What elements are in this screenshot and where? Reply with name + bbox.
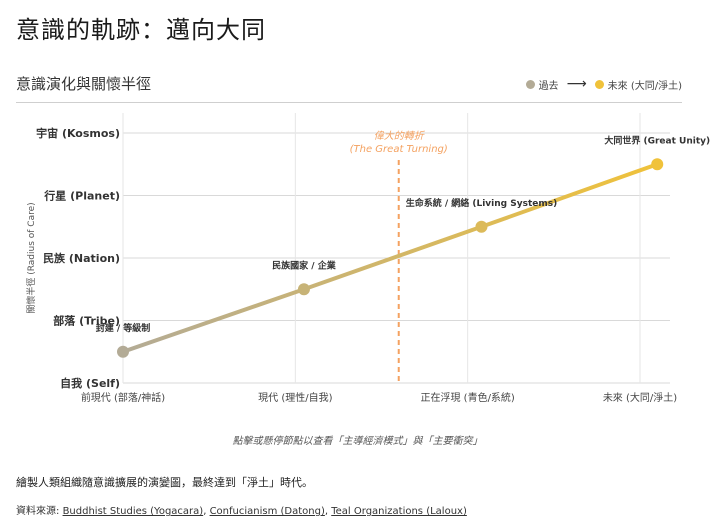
legend-item-past: 過去 <box>525 77 559 92</box>
sources-line: 資料來源: Buddhist Studies (Yogacara), Confu… <box>16 502 467 517</box>
source-link-teal[interactable]: Teal Organizations (Laloux) <box>331 506 467 517</box>
axis-labels: 自我 (Self) 部落 (Tribe) 民族 (Nation) 行星 (Planet… <box>25 126 677 404</box>
interaction-hint: 點擊或懸停節點以查看「主導經濟模式」與「主要衝突」 <box>232 436 483 447</box>
y-tick-label: 民族 (Nation) <box>43 251 120 265</box>
trajectory-line <box>121 162 660 354</box>
y-tick-label: 部落 (Tribe) <box>53 314 120 328</box>
y-tick-label: 行星 (Planet) <box>43 189 120 203</box>
trajectory-node[interactable] <box>475 220 488 233</box>
chart-title: 意識演化與關懷半徑 <box>16 75 152 93</box>
y-tick-label: 自我 (Self) <box>60 376 120 390</box>
legend-dot-past <box>525 79 535 89</box>
node-label: 封建 / 等級制 <box>96 322 151 334</box>
trajectory-series <box>117 158 664 358</box>
great-turning-label: 偉大的轉折 <box>374 130 426 142</box>
trajectory-node[interactable] <box>297 283 310 296</box>
great-turning-annotation: 偉大的轉折 (The Great Turning) <box>350 130 448 383</box>
legend-arrow-icon: ⟶ <box>566 76 587 92</box>
y-axis-title: 關懷半徑 (Radius of Care) <box>25 202 37 313</box>
node-label: 大同世界 (Great Unity) <box>604 134 710 146</box>
x-tick-label: 未來 (大同/淨土) <box>603 391 677 404</box>
great-turning-sublabel: (The Great Turning) <box>350 144 448 155</box>
trajectory-node[interactable] <box>117 345 129 358</box>
x-tick-label: 前現代 (部落/神話) <box>81 391 165 404</box>
x-tick-label: 正在浮現 (青色/系統) <box>420 391 514 404</box>
node-label: 民族國家 / 企業 <box>272 259 337 271</box>
sources-separator: , <box>203 506 210 517</box>
legend-item-future: 未來 (大同/淨土) <box>594 77 682 92</box>
source-link-confucianism[interactable]: Confucianism (Datong) <box>209 506 325 517</box>
node-label: 生命系統 / 網絡 (Living Systems) <box>406 197 558 209</box>
page-title: 意識的軌跡：邁向大同 <box>16 16 266 44</box>
legend-label-future: 未來 (大同/淨土) <box>607 80 682 92</box>
point-labels: 封建 / 等級制 民族國家 / 企業 生命系統 / 網絡 (Living Syste… <box>96 134 710 334</box>
chart-legend: 過去 ⟶ 未來 (大同/淨土) <box>525 76 682 92</box>
sources-prefix: 資料來源: <box>16 506 63 517</box>
trajectory-node[interactable] <box>651 158 664 171</box>
chart-plot: 自我 (Self) 部落 (Tribe) 民族 (Nation) 行星 (Planet… <box>25 113 710 404</box>
chart-description: 繪製人類組織隨意識擴展的演變圖，最終達到「淨土」時代。 <box>16 476 313 489</box>
legend-label-past: 過去 <box>538 80 559 92</box>
x-tick-label: 現代 (理性/自我) <box>258 391 332 404</box>
y-tick-label: 宇宙 (Kosmos) <box>36 126 120 140</box>
legend-dot-future <box>594 79 604 89</box>
source-link-buddhist[interactable]: Buddhist Studies (Yogacara) <box>62 506 204 517</box>
chart-header: 意識演化與關懷半徑 過去 ⟶ 未來 (大同/淨土) <box>16 70 682 103</box>
sources-separator: , <box>324 506 332 517</box>
